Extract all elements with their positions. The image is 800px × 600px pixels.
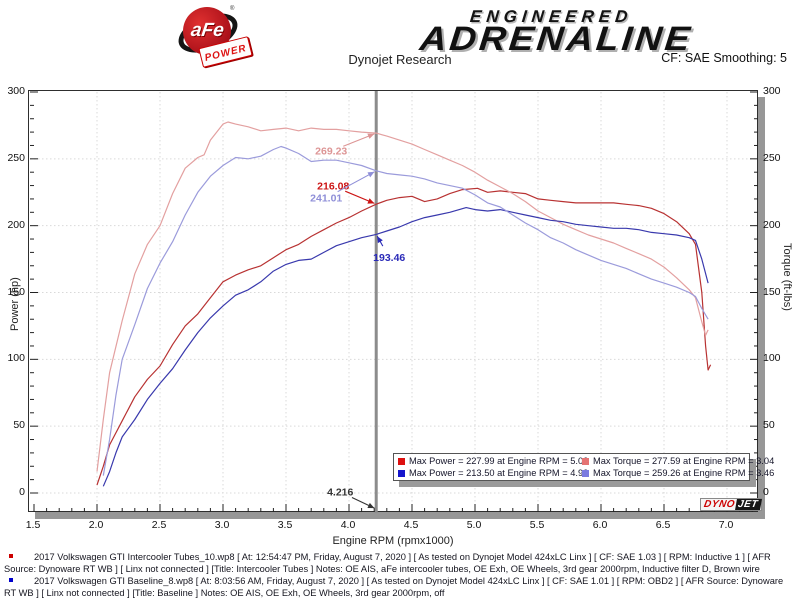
- annotation-arrowhead: [377, 236, 383, 244]
- x-axis-tick-label: 3.0: [214, 519, 230, 531]
- footnote-run-1: 2017 Volkswagen GTI Intercooler Tubes_10…: [4, 552, 796, 575]
- x-axis-tick-label: 5.0: [466, 519, 482, 531]
- y-axis-tick-label-left: 300: [7, 85, 25, 97]
- legend-entry: Max Power = 227.99 at Engine RPM = 5.02: [398, 456, 588, 466]
- series-intercooler-tubes-torque-ft-lbs-: [96, 121, 709, 472]
- footnote-run-2: 2017 Volkswagen GTI Baseline_8.wp8 [ At:…: [4, 576, 796, 599]
- footnote-run-2-text: 2017 Volkswagen GTI Baseline_8.wp8 [ At:…: [4, 576, 784, 598]
- y-axis-tick-label-left: 50: [13, 419, 25, 432]
- y-axis-title-right: Torque (ft-lbs): [781, 243, 793, 311]
- x-axis-tick-label: 7.0: [718, 519, 734, 531]
- legend-marker-icon: [398, 469, 405, 477]
- plot-area: 269.23 216.08 241.01 193.46 4.216 Max Power …: [28, 90, 774, 513]
- annotation-arrowhead: [367, 502, 375, 509]
- annotation-value: 4.216: [327, 487, 353, 499]
- series-baseline-power-hp-: [102, 206, 709, 487]
- footnotes: 2017 Volkswagen GTI Intercooler Tubes_10…: [4, 552, 796, 600]
- y-axis-tick-label-right: 50: [763, 419, 775, 432]
- x-axis-tick-label: 2.0: [88, 519, 104, 531]
- series-intercooler-tubes-power-hp-: [96, 187, 712, 486]
- legend-entry: Max Torque = 259.26 at Engine RPM = 3.46: [582, 468, 774, 478]
- smoothing-label: CF: SAE Smoothing: 5: [661, 51, 787, 65]
- y-axis-tick-label-left: 0: [19, 486, 25, 498]
- afe-brand-logo: aFe ® POWER ENGINEERED ADRENALINE: [170, 2, 695, 68]
- chart-legend: Max Power = 227.99 at Engine RPM = 5.02 M…: [393, 453, 774, 481]
- annotation-value: 241.01: [310, 192, 342, 204]
- dynojet-logo: DYNO JET: [700, 498, 762, 511]
- x-axis-tick-label: 3.5: [277, 519, 293, 531]
- y-axis-tick-label-right: 250: [763, 151, 781, 164]
- y-axis-title-left: Power (hp): [9, 277, 21, 331]
- x-axis-tick-label: 5.5: [529, 519, 545, 531]
- header: aFe ® POWER ENGINEERED ADRENALINE Dynoje…: [0, 0, 800, 88]
- x-axis-tick-label: 1.5: [25, 519, 41, 531]
- annotation-arrow: [337, 171, 375, 193]
- annotation-value: 216.08: [317, 181, 349, 193]
- x-axis-title: Engine RPM (rpmx1000): [332, 535, 454, 547]
- y-axis-tick-label-right: 100: [763, 352, 781, 365]
- x-axis-tick-label: 4.5: [403, 519, 419, 531]
- y-axis-tick-label-left: 200: [7, 218, 25, 231]
- y-axis-tick-label-left: 100: [7, 352, 25, 365]
- x-axis-tick-label: 6.5: [655, 519, 671, 531]
- y-axis-tick-label-right: 300: [763, 85, 781, 97]
- annotation-arrowhead: [367, 198, 375, 204]
- run2-marker-icon: [9, 578, 13, 582]
- run1-marker-icon: [9, 554, 13, 558]
- series-baseline-torque-ft-lbs-: [102, 145, 709, 476]
- annotation-arrowhead: [367, 133, 375, 139]
- legend-entry: Max Torque = 277.59 at Engine RPM = 3.04: [582, 456, 774, 466]
- chart-title: Dynojet Research: [348, 52, 452, 67]
- y-axis-tick-label-right: 150: [763, 285, 781, 298]
- x-axis-tick-label: 6.0: [592, 519, 608, 531]
- dynojet-logo-dyno: DYNO: [703, 499, 736, 510]
- legend-marker-icon: [398, 457, 405, 465]
- annotation-value: 193.46: [373, 252, 405, 264]
- x-axis-tick-label: 4.0: [340, 519, 356, 531]
- y-axis-tick-label-left: 150: [7, 285, 25, 298]
- legend-marker-icon: [582, 457, 589, 465]
- dynojet-logo-jet: JET: [734, 499, 762, 510]
- x-axis-tick-label: 2.5: [151, 519, 167, 531]
- afe-badge-icon: aFe ® POWER: [172, 4, 253, 68]
- y-axis-tick-label-right: 0: [763, 486, 769, 498]
- legend-marker-icon: [582, 469, 589, 477]
- annotation-value: 269.23: [315, 146, 347, 158]
- y-axis-tick-label-left: 250: [7, 151, 25, 164]
- footnote-run-1-text: 2017 Volkswagen GTI Intercooler Tubes_10…: [4, 552, 771, 574]
- legend-entry: Max Power = 213.50 at Engine RPM = 4.93: [398, 468, 588, 478]
- annotation-arrowhead: [367, 171, 375, 178]
- registered-mark: ®: [230, 6, 235, 12]
- y-axis-tick-label-right: 200: [763, 218, 781, 231]
- afe-circle-text: aFe: [189, 20, 225, 41]
